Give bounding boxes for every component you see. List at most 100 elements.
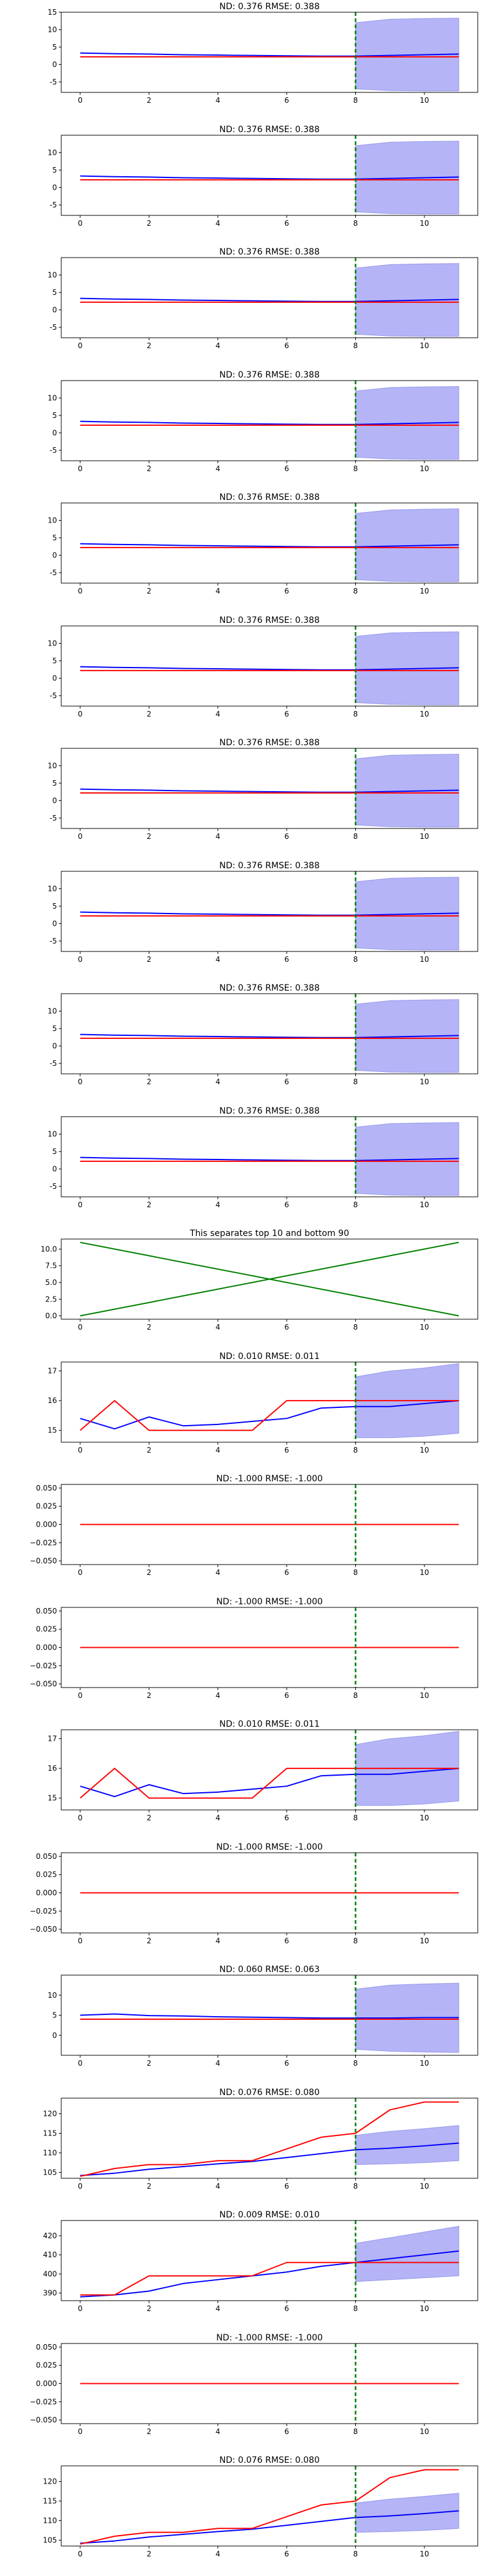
x-tick-label: 0: [78, 955, 83, 964]
x-tick-label: 6: [284, 464, 289, 473]
chart-panel: ND: 0.010 RMSE: 0.011 0 2 4 6 8 10 15 16 17: [48, 1719, 478, 1822]
x-tick-label: 8: [353, 2182, 358, 2191]
x-tick-label: 8: [353, 1201, 358, 1209]
x-tick-label: 4: [216, 1568, 221, 1577]
chart-title: ND: 0.376 RMSE: 0.388: [219, 2, 320, 12]
y-tick-label: −0.050: [30, 1557, 57, 1565]
x-tick-label: 6: [284, 2550, 289, 2558]
x-tick-label: 10: [420, 587, 429, 595]
prediction-line: [80, 543, 459, 548]
x-tick-label: 8: [353, 341, 358, 350]
y-tick-label: 5: [52, 656, 57, 664]
x-tick-label: 0: [78, 1568, 83, 1577]
y-tick-label: 0: [52, 796, 57, 805]
x-tick-label: 2: [146, 2427, 151, 2436]
x-tick-label: 2: [146, 341, 151, 350]
x-tick-label: 2: [146, 2059, 151, 2068]
y-tick-label: 0: [52, 60, 57, 69]
target-line: [80, 1768, 459, 1799]
x-tick-label: 0: [78, 1691, 83, 1700]
x-tick-label: 6: [284, 1691, 289, 1700]
x-tick-label: 2: [146, 464, 151, 473]
y-tick-label: 5: [52, 2011, 57, 2020]
x-tick-label: 2: [146, 710, 151, 718]
y-tick-label: 2.5: [45, 1295, 57, 1303]
chart-title: ND: 0.376 RMSE: 0.388: [219, 1106, 320, 1116]
x-tick-label: 2: [146, 219, 151, 228]
y-tick-label: 110: [43, 2148, 57, 2157]
y-tick-label: 105: [43, 2168, 57, 2176]
chart-panel: ND: 0.376 RMSE: 0.388 0 2 4 6 8 10 -5 0 5 10: [48, 616, 478, 718]
x-tick-label: 0: [78, 2550, 83, 2558]
plot-frame: [61, 2465, 478, 2547]
y-tick-label: 5: [52, 43, 57, 51]
y-tick-label: 10.0: [40, 1245, 57, 1253]
x-tick-label: 6: [284, 1078, 289, 1086]
x-tick-label: 4: [216, 1323, 221, 1331]
y-tick-label: 10: [48, 270, 57, 279]
x-tick-label: 6: [284, 832, 289, 841]
x-tick-label: 8: [353, 219, 358, 228]
x-tick-label: 10: [420, 1937, 429, 1945]
y-tick-label: 0.000: [36, 1888, 57, 1897]
y-tick-label: 10: [48, 25, 57, 34]
y-tick-label: -5: [50, 691, 57, 699]
x-tick-label: 4: [216, 96, 221, 105]
y-tick-label: 15: [48, 1426, 57, 1434]
y-tick-label: −0.050: [30, 1925, 57, 1934]
x-tick-label: 0: [78, 2182, 83, 2191]
y-tick-label: −0.025: [30, 1538, 57, 1547]
y-tick-label: -5: [50, 323, 57, 332]
y-tick-label: 0: [52, 919, 57, 928]
y-tick-label: 16: [48, 1764, 57, 1773]
plot-frame: [61, 1361, 478, 1442]
x-tick-label: 6: [284, 1814, 289, 1822]
y-tick-label: 0: [52, 1041, 57, 1050]
x-tick-label: 10: [420, 464, 429, 473]
x-tick-label: 2: [146, 2304, 151, 2313]
x-tick-label: 4: [216, 2304, 221, 2313]
chart-panel: ND: 0.376 RMSE: 0.388 0 2 4 6 8 10 -5 0 5 10: [48, 493, 478, 595]
x-tick-label: 10: [420, 1201, 429, 1209]
x-tick-label: 6: [284, 2182, 289, 2191]
chart-title: ND: 0.060 RMSE: 0.063: [219, 1965, 320, 1975]
plot-frame: [61, 2220, 478, 2301]
y-tick-label: -5: [50, 200, 57, 209]
x-tick-label: 10: [420, 96, 429, 105]
plot-frame: [61, 502, 478, 584]
y-tick-label: 0: [52, 1164, 57, 1173]
x-tick-label: 0: [78, 464, 83, 473]
y-tick-label: 16: [48, 1396, 57, 1405]
prediction-line: [80, 420, 459, 425]
chart-title: ND: 0.076 RMSE: 0.080: [219, 2088, 320, 2098]
prediction-line: [80, 1156, 459, 1161]
y-tick-label: 0.050: [36, 2342, 57, 2351]
prediction-line: [80, 1033, 459, 1038]
y-tick-label: 0.025: [36, 1870, 57, 1878]
x-tick-label: 4: [216, 1814, 221, 1822]
y-tick-label: 10: [48, 1991, 57, 2000]
x-tick-label: 6: [284, 1937, 289, 1945]
x-tick-label: 0: [78, 1446, 83, 1454]
x-tick-label: 6: [284, 1201, 289, 1209]
prediction-line: [80, 175, 459, 180]
x-tick-label: 4: [216, 1691, 221, 1700]
y-tick-label: 0.050: [36, 1852, 57, 1860]
x-tick-label: 4: [216, 2427, 221, 2436]
chart-panel: ND: 0.376 RMSE: 0.388 0 2 4 6 8 10 -5 0 5 10: [48, 1106, 478, 1209]
x-tick-label: 10: [420, 710, 429, 718]
x-tick-label: 2: [146, 587, 151, 595]
y-tick-label: −0.050: [30, 2416, 57, 2424]
x-tick-label: 10: [420, 1446, 429, 1454]
chart-panel: ND: 0.060 RMSE: 0.063 0 2 4 6 8 10 0 5 10: [48, 1965, 478, 2068]
x-tick-label: 2: [146, 832, 151, 841]
plot-frame: [61, 1116, 478, 1197]
y-tick-label: 0.0: [45, 1312, 57, 1320]
x-tick-label: 4: [216, 832, 221, 841]
x-tick-label: 10: [420, 955, 429, 964]
y-tick-label: 0.050: [36, 1606, 57, 1615]
x-tick-label: 10: [420, 219, 429, 228]
chart-panel: ND: 0.376 RMSE: 0.388 0 2 4 6 8 10 -5 0 5 10: [48, 983, 478, 1086]
chart-title: ND: 0.076 RMSE: 0.080: [219, 2455, 320, 2465]
